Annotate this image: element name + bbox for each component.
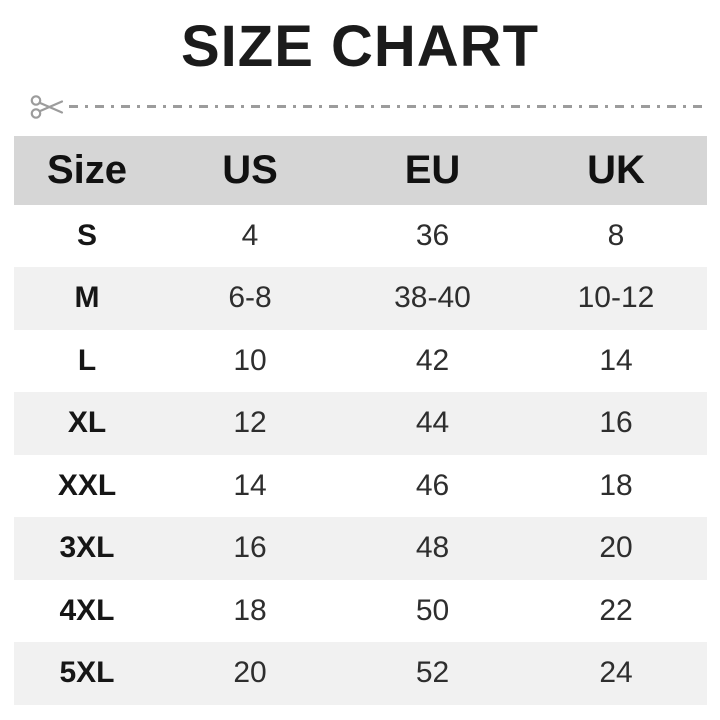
column-header-eu: EU xyxy=(404,147,461,192)
size-value: 14 xyxy=(599,343,633,377)
cut-line xyxy=(30,91,706,123)
size-value: 4 xyxy=(241,218,259,252)
size-value: 18 xyxy=(599,468,633,502)
size-value: 14 xyxy=(233,468,267,502)
size-value: 46 xyxy=(415,468,450,502)
size-value: 10 xyxy=(233,343,267,377)
size-label: S xyxy=(76,218,97,252)
size-value: 48 xyxy=(415,531,450,565)
size-value: 24 xyxy=(599,656,633,690)
size-value: 42 xyxy=(415,343,450,377)
table-row: M 6-8 38-40 10-12 xyxy=(14,267,707,330)
size-value: 16 xyxy=(233,531,267,565)
size-value: 6-8 xyxy=(228,281,272,315)
size-label: XL xyxy=(67,406,107,440)
table-row: XL 12 44 16 xyxy=(14,392,707,455)
size-value: 50 xyxy=(415,593,450,627)
column-header-uk: UK xyxy=(587,147,645,192)
table-header-row: Size US EU UK xyxy=(14,135,707,205)
size-value: 20 xyxy=(233,656,267,690)
table-row: 5XL 20 52 24 xyxy=(14,642,707,705)
size-label: L xyxy=(77,343,97,377)
size-value: 36 xyxy=(415,218,450,252)
table-row: L 10 42 14 xyxy=(14,329,707,393)
size-value: 38-40 xyxy=(394,281,471,315)
size-value: 20 xyxy=(599,531,633,565)
size-value: 44 xyxy=(415,406,450,440)
size-table: Size US EU UK S 4 36 8 M 6-8 38-40 10-12 L 10 42 14… xyxy=(14,135,707,705)
table-body: S 4 36 8 M 6-8 38-40 10-12 L 10 42 14 XL 12 44 16 XXL 14 4… xyxy=(14,204,707,705)
dashed-cut-line xyxy=(69,105,706,109)
size-label: 4XL xyxy=(59,593,115,627)
table-row: 3XL 16 48 20 xyxy=(14,517,707,580)
table-row: XXL 14 46 18 xyxy=(14,454,707,518)
page-title: SIZE CHART xyxy=(181,14,539,79)
size-value: 10-12 xyxy=(577,281,655,315)
size-label: XXL xyxy=(57,468,117,502)
size-value: 18 xyxy=(233,593,267,627)
size-value: 22 xyxy=(599,593,633,627)
size-label: 5XL xyxy=(59,656,115,690)
size-value: 52 xyxy=(415,656,450,690)
size-label: 3XL xyxy=(59,531,115,565)
size-value: 12 xyxy=(233,406,267,440)
size-label: M xyxy=(74,281,100,315)
scissors-icon xyxy=(30,92,64,122)
column-header-us: US xyxy=(222,147,278,192)
table-row: 4XL 18 50 22 xyxy=(14,579,707,643)
column-header-size: Size xyxy=(46,147,128,192)
table-row: S 4 36 8 xyxy=(14,204,707,268)
size-value: 16 xyxy=(599,406,633,440)
size-value: 8 xyxy=(607,218,625,252)
